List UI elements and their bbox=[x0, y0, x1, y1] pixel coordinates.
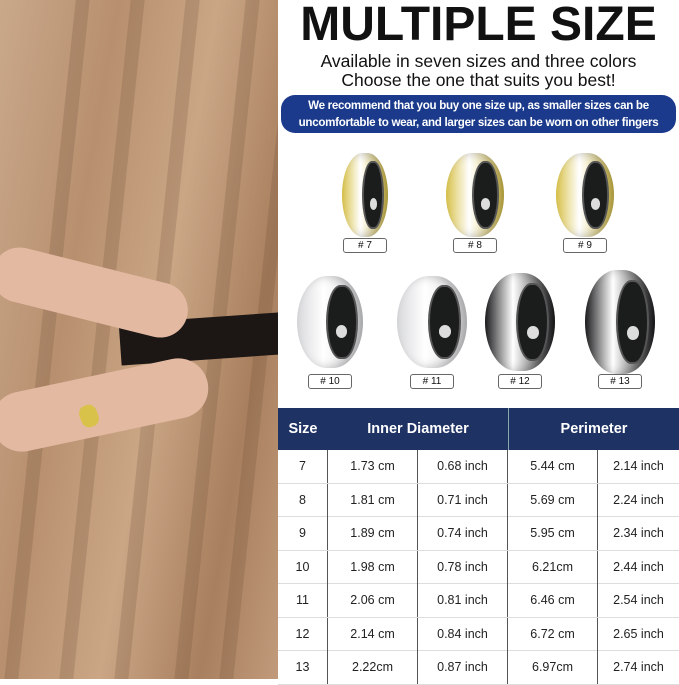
table-cell: 2.06 cm bbox=[328, 584, 418, 617]
table-cell: 6.72 cm bbox=[508, 617, 598, 651]
ring-silver bbox=[397, 276, 467, 368]
table-cell: 5.95 cm bbox=[508, 517, 598, 550]
size-label: # 12 bbox=[498, 374, 542, 389]
size-label: # 10 bbox=[308, 374, 352, 389]
table-cell: 6.21cm bbox=[508, 550, 598, 584]
table-cell: 2.54 inch bbox=[613, 593, 664, 607]
table-cell: 0.84 inch bbox=[418, 617, 508, 651]
table-cell: 2.24 inch bbox=[613, 492, 664, 507]
table-row: 12 2.14 cm 0.84 inch 6.72 cm 2.65 inch bbox=[278, 617, 679, 651]
table-cell: 0.78 inch bbox=[418, 550, 508, 584]
table-header: Size Inner Diameter Perimeter bbox=[278, 408, 679, 450]
ring-gold bbox=[446, 153, 504, 237]
subtitle: Choose the one that suits you best! bbox=[341, 70, 616, 90]
size-label: # 8 bbox=[453, 238, 497, 253]
table-cell: 2.44 inch bbox=[613, 559, 664, 574]
table-row: 7 1.73 cm 0.68 inch 5.44 cm 2.14 inch bbox=[278, 450, 679, 484]
size-table: Size Inner Diameter Perimeter 7 1.73 cm 0.… bbox=[278, 408, 679, 685]
size-label: # 13 bbox=[598, 374, 642, 389]
table-row: 8 1.81 cm 0.71 inch 5.69 cm 2.24 inch bbox=[278, 483, 679, 517]
table-cell: 6.46 cm bbox=[508, 584, 598, 617]
table-cell: 8 bbox=[278, 483, 328, 517]
table-cell: 1.89 cm bbox=[328, 517, 418, 550]
model-photo bbox=[0, 0, 278, 679]
table-cell: 0.71 inch bbox=[418, 483, 508, 517]
table-cell: 5.69 cm bbox=[508, 483, 598, 517]
subtitle: Available in seven sizes and three color… bbox=[320, 51, 637, 71]
header-size: Size bbox=[288, 421, 318, 437]
table-row: 13 2.22cm 0.87 inch 6.97cm 2.74 inch bbox=[278, 651, 679, 685]
table-cell: 9 bbox=[278, 517, 328, 550]
table-cell: 5.44 cm bbox=[508, 450, 598, 483]
table-cell: 11 bbox=[278, 584, 328, 617]
table-row: 9 1.89 cm 0.74 inch 5.95 cm 2.34 inch bbox=[278, 517, 679, 551]
table-cell: 2.65 inch bbox=[613, 626, 664, 641]
table-cell: 13 bbox=[278, 651, 328, 684]
banner-line: uncomfortable to wear, and larger sizes … bbox=[298, 116, 659, 129]
table-cell: 0.68 inch bbox=[418, 450, 508, 483]
recommendation-banner: We recommend that you buy one size up, a… bbox=[281, 95, 676, 133]
header-inner-diameter: Inner Diameter bbox=[367, 421, 469, 437]
table-cell: 2.14 cm bbox=[328, 617, 418, 651]
ring-gold bbox=[556, 153, 614, 237]
table-cell: 2.14 inch bbox=[613, 459, 664, 473]
table-cell: 1.81 cm bbox=[328, 483, 418, 517]
size-label: # 9 bbox=[563, 238, 607, 253]
table-row: 11 2.06 cm 0.81 inch 6.46 cm 2.54 inch bbox=[278, 584, 679, 618]
ring-black bbox=[585, 270, 655, 374]
table-cell: 2.22cm bbox=[328, 651, 418, 684]
table-cell: 1.73 cm bbox=[328, 450, 418, 483]
table-cell: 12 bbox=[278, 617, 328, 651]
table-cell: 6.97cm bbox=[508, 651, 598, 684]
table-cell: 1.98 cm bbox=[328, 550, 418, 584]
table-cell: 2.74 inch bbox=[613, 660, 664, 674]
table-cell: 0.74 inch bbox=[418, 517, 508, 550]
hand bbox=[0, 352, 214, 458]
page-title: MULTIPLE SIZE bbox=[300, 0, 657, 51]
table-row: 10 1.98 cm 0.78 inch 6.21cm 2.44 inch bbox=[278, 550, 679, 584]
table-cell: 0.81 inch bbox=[418, 584, 508, 617]
ring-silver bbox=[297, 276, 363, 368]
ring-black bbox=[485, 273, 555, 371]
size-label: # 7 bbox=[343, 238, 387, 253]
ring-gold bbox=[342, 153, 388, 237]
table-cell: 2.34 inch bbox=[613, 526, 664, 540]
table-cell: 7 bbox=[278, 450, 328, 483]
header-perimeter: Perimeter bbox=[508, 408, 679, 450]
table-cell: 10 bbox=[278, 550, 328, 584]
size-panel: MULTIPLE SIZE Available in seven sizes a… bbox=[278, 0, 679, 685]
banner-line: We recommend that you buy one size up, a… bbox=[308, 99, 649, 112]
table-cell: 0.87 inch bbox=[418, 651, 508, 684]
size-label: # 11 bbox=[410, 374, 454, 389]
